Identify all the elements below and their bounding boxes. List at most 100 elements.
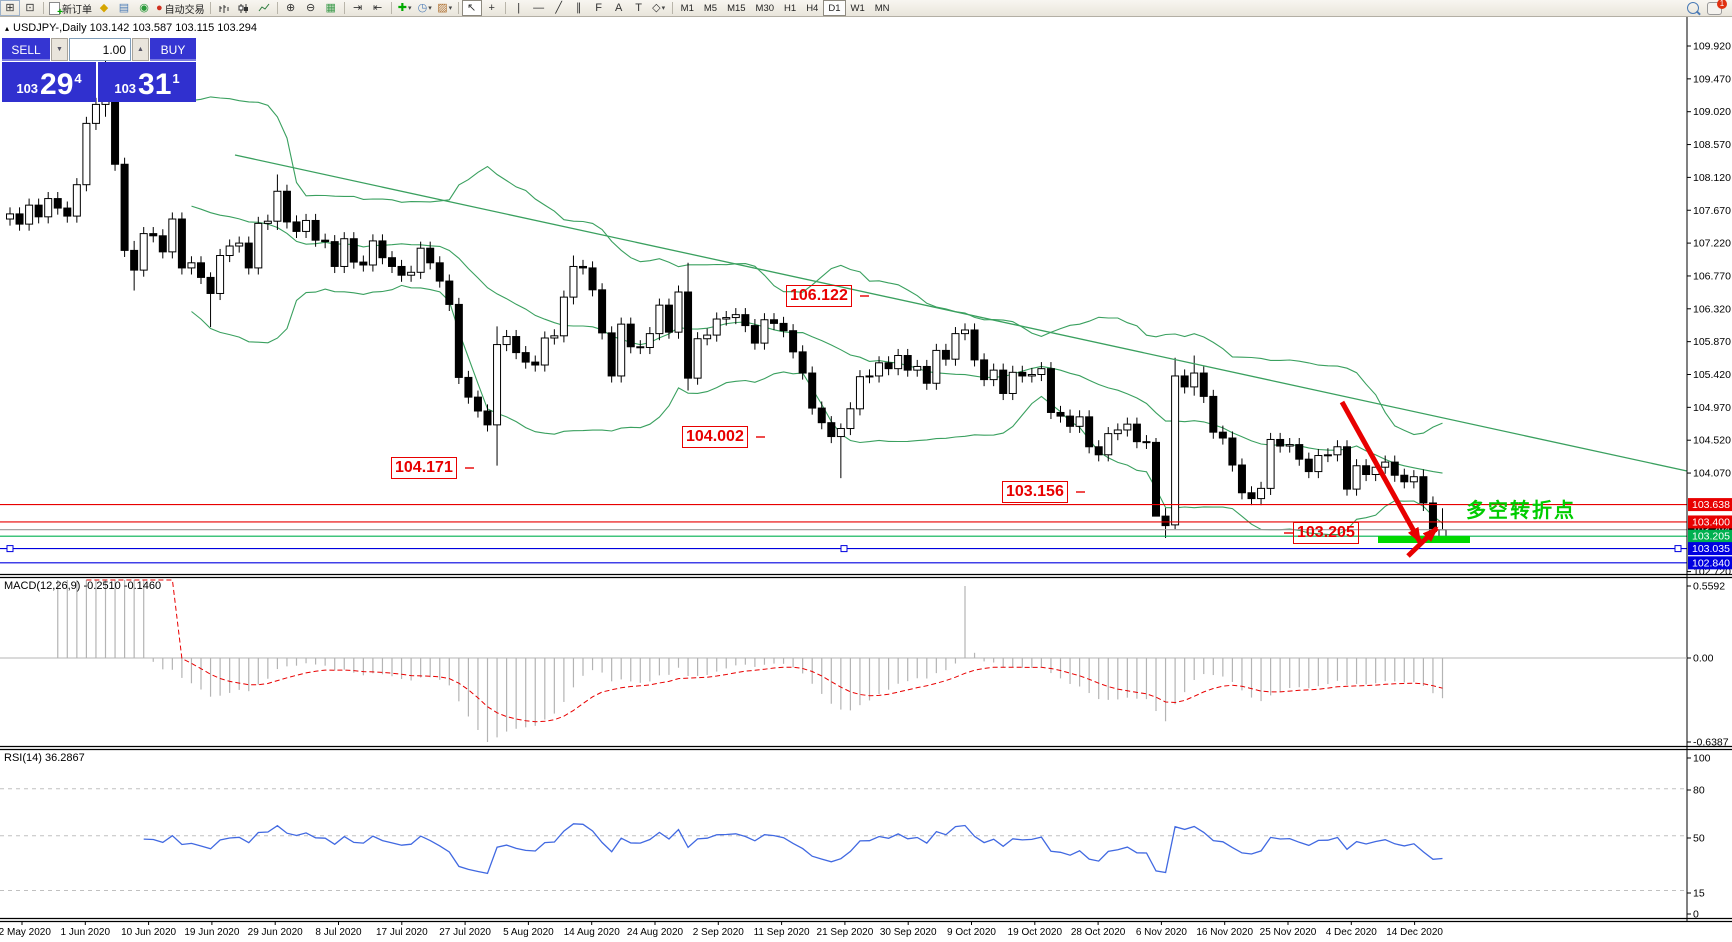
timeframe-m15[interactable]: M15 xyxy=(727,2,746,14)
price-label-annotation[interactable]: 103.205 xyxy=(1293,522,1359,544)
date-axis-label: 28 Oct 2020 xyxy=(1071,927,1126,938)
rsi-label: RSI(14) xyxy=(4,752,42,764)
line-selection-handle[interactable] xyxy=(6,545,14,553)
macd-panel[interactable] xyxy=(0,578,1687,746)
toolbar-separator xyxy=(209,2,211,14)
chart-title: ▴ USDJPY-,Daily 103.142 103.587 103.115 … xyxy=(5,22,257,34)
price-axis-tick: 109.920 xyxy=(1693,41,1731,53)
price-axis-tick: 109.470 xyxy=(1693,73,1731,85)
timeframe-h1[interactable]: H1 xyxy=(784,2,797,14)
price-label-annotation[interactable]: 104.171 xyxy=(391,457,457,479)
price-tag-text: 103.205 xyxy=(1692,531,1730,543)
toolbar-separator xyxy=(390,2,392,14)
date-axis-label: 25 Nov 2020 xyxy=(1260,927,1317,938)
terminal-icon[interactable]: ▤ xyxy=(118,1,130,14)
new-order-label: 新订单 xyxy=(62,4,92,16)
new-order-icon: + xyxy=(49,1,63,17)
bounce-arrow[interactable] xyxy=(1406,526,1439,558)
fibonacci-tool[interactable]: F xyxy=(595,1,603,14)
bollinger-band-line xyxy=(191,284,1443,536)
search-icon[interactable] xyxy=(1687,2,1699,14)
line-selection-handle[interactable] xyxy=(840,545,848,553)
volume-input[interactable] xyxy=(69,38,131,61)
vertical-line-tool[interactable]: | xyxy=(517,1,521,14)
periods-button[interactable]: ◷ ▾ xyxy=(417,1,432,14)
price-axis-tick: 104.970 xyxy=(1693,402,1731,414)
cursor-tool-button[interactable]: ↖ xyxy=(461,0,482,16)
price-axis-tick: 104.070 xyxy=(1693,468,1731,480)
date-axis-label: 10 Jun 2020 xyxy=(121,927,176,938)
rsi-line xyxy=(143,823,1443,875)
price-axis-tick: 105.870 xyxy=(1693,336,1731,348)
chart-shift-button[interactable]: ⇤ xyxy=(373,1,383,14)
date-axis-label: 21 Sep 2020 xyxy=(817,927,874,938)
notification-badge: 1 xyxy=(1717,0,1727,9)
rsi-axis-tick: 15 xyxy=(1693,888,1705,900)
shapes-tool[interactable]: ◇ ▾ xyxy=(652,1,666,14)
price-axis-tick: 104.520 xyxy=(1693,435,1731,447)
date-axis-label: 14 Aug 2020 xyxy=(564,927,621,938)
trendline-tool[interactable]: ╱ xyxy=(555,1,562,14)
indicators-button[interactable]: ✚ ▾ xyxy=(397,1,412,14)
ask-price-button[interactable]: 103 31 1 xyxy=(98,62,196,102)
timeframe-mn[interactable]: MN xyxy=(874,2,890,14)
auto-scroll-button[interactable]: ⇥ xyxy=(353,1,363,14)
sell-button[interactable]: SELL xyxy=(2,38,50,61)
rsi-panel[interactable] xyxy=(0,749,1687,918)
line-chart-mode-button[interactable] xyxy=(254,0,274,16)
price-tag-text: 102.840 xyxy=(1692,557,1730,569)
crosshair-tool-button[interactable]: + xyxy=(488,1,495,14)
price-axis-tick: 106.320 xyxy=(1693,303,1731,315)
timeframe-d1[interactable]: D1 xyxy=(823,0,846,16)
price-tag-text: 103.400 xyxy=(1692,516,1730,528)
timeframe-m5[interactable]: M5 xyxy=(703,2,718,14)
price-tag-text: 103.638 xyxy=(1692,499,1730,511)
new-chart-icon[interactable]: ⊞ xyxy=(0,0,20,16)
buy-button[interactable]: BUY xyxy=(150,38,196,61)
notifications-icon[interactable]: 1 xyxy=(1707,0,1727,15)
date-axis-label: 6 Nov 2020 xyxy=(1136,927,1188,938)
turning-point-annotation[interactable]: 多空转折点 xyxy=(1466,500,1576,522)
date-axis-label: 2 Sep 2020 xyxy=(693,927,745,938)
horizontal-line-tool[interactable]: — xyxy=(533,1,545,14)
timeframe-w1[interactable]: W1 xyxy=(850,2,865,14)
ask-big-digits: 31 xyxy=(138,68,172,101)
timeframe-m1[interactable]: M1 xyxy=(680,2,694,14)
text-tool[interactable]: A xyxy=(614,1,623,14)
signals-icon[interactable]: ◉ xyxy=(139,1,149,14)
bid-price-button[interactable]: 103 29 4 xyxy=(2,62,96,102)
timeframe-m30[interactable]: M30 xyxy=(755,2,775,14)
volume-increase-button[interactable]: ▲ xyxy=(132,38,149,61)
tile-windows-button[interactable]: ▦ xyxy=(325,1,336,14)
zoom-window-icon[interactable]: ⊡ xyxy=(25,1,35,14)
date-axis-label: 5 Aug 2020 xyxy=(503,927,554,938)
line-selection-handle[interactable] xyxy=(1674,545,1682,553)
price-tag xyxy=(1688,515,1732,529)
bar-chart-mode-button[interactable] xyxy=(214,0,234,16)
new-order-button[interactable]: + 新订单 xyxy=(47,0,94,17)
channel-tool[interactable]: ∥ xyxy=(575,1,582,14)
price-label-annotation[interactable]: 104.002 xyxy=(682,426,748,448)
sell-off-arrow[interactable] xyxy=(1339,400,1423,544)
zoom-in-button[interactable]: ⊕ xyxy=(286,1,296,14)
date-axis-label: 9 Oct 2020 xyxy=(947,927,996,938)
descending-trendline[interactable] xyxy=(234,154,1688,472)
candlestick-mode-button[interactable] xyxy=(234,0,254,16)
zoom-out-button[interactable]: ⊖ xyxy=(306,1,316,14)
date-axis-label: 17 Jul 2020 xyxy=(376,927,428,938)
date-axis-label: 14 Dec 2020 xyxy=(1386,927,1443,938)
rsi-axis-tick: 100 xyxy=(1693,753,1711,765)
price-label-annotation[interactable]: 103.156 xyxy=(1002,481,1068,503)
price-label-annotation[interactable]: 106.122 xyxy=(786,285,852,307)
metaeditor-icon[interactable]: ◆ xyxy=(99,1,109,14)
macd-signal-line xyxy=(86,579,1443,723)
chart-title-text: USDJPY-,Daily 103.142 103.587 103.115 10… xyxy=(13,22,258,34)
label-tool[interactable]: T xyxy=(635,1,643,14)
timeframe-h4[interactable]: H4 xyxy=(806,2,819,14)
volume-decrease-button[interactable]: ▼ xyxy=(51,38,68,61)
templates-button[interactable]: ▨ ▾ xyxy=(437,1,453,14)
autotrading-button[interactable]: ● 自动交易 xyxy=(154,0,207,16)
macd-label: MACD(12,26,9) xyxy=(4,580,81,592)
chart-window-icon: ▴ xyxy=(5,23,10,33)
